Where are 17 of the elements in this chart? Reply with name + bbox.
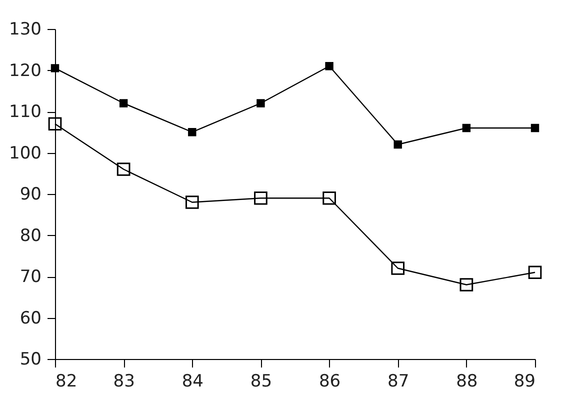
y-tick-label: 130 bbox=[9, 20, 42, 40]
y-tick-label: 70 bbox=[20, 267, 42, 287]
x-tick-label: 88 bbox=[456, 372, 478, 392]
x-tick-label: 85 bbox=[250, 372, 272, 392]
y-tick-label: 110 bbox=[9, 102, 42, 122]
y-tick-label: 50 bbox=[20, 350, 42, 370]
y-tick-label: 100 bbox=[9, 143, 42, 164]
x-tick-label: 84 bbox=[182, 372, 204, 392]
y-tick-label: 80 bbox=[20, 226, 42, 246]
y-tick-label: 60 bbox=[20, 308, 42, 328]
x-tick-label: 87 bbox=[388, 372, 410, 392]
x-tick-label: 83 bbox=[113, 372, 135, 392]
y-tick-label: 120 bbox=[9, 60, 42, 81]
x-tick-label: 82 bbox=[56, 372, 78, 392]
x-tick-label: 89 bbox=[514, 372, 536, 392]
y-tick-label: 90 bbox=[20, 184, 42, 204]
x-tick-label: 86 bbox=[318, 372, 341, 392]
